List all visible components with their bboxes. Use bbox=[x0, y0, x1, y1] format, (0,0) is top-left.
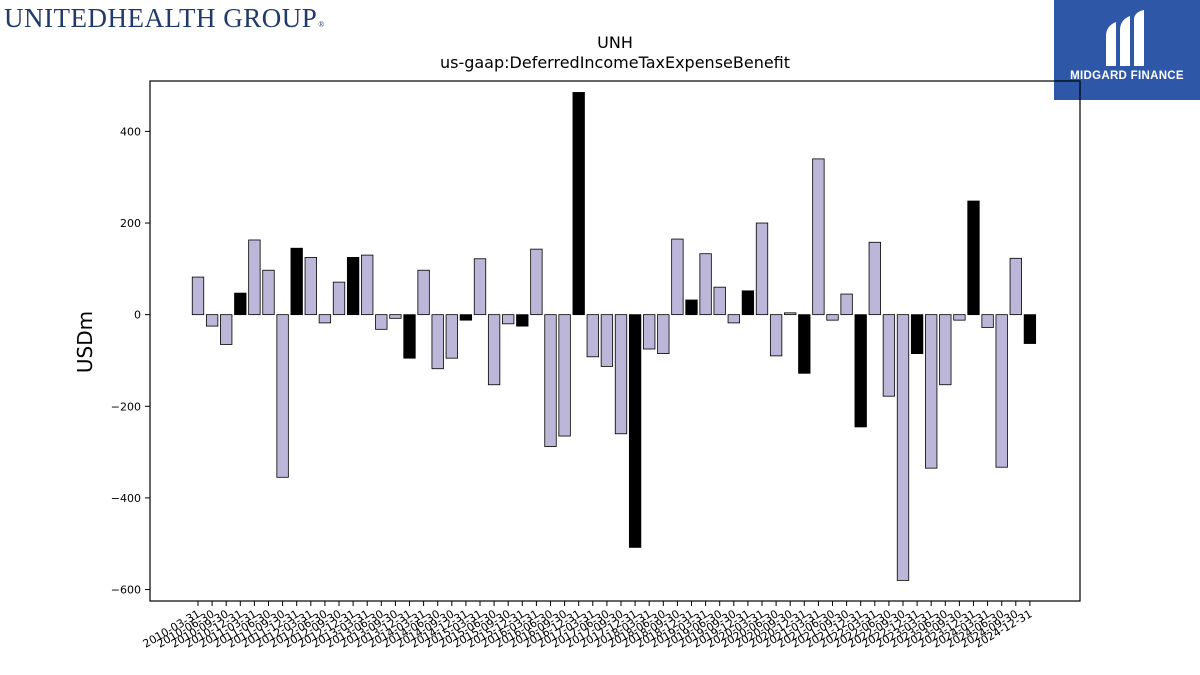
chart-subtitle: us-gaap:DeferredIncomeTaxExpenseBenefit bbox=[440, 53, 790, 72]
chart-title: UNH bbox=[597, 33, 633, 52]
y-tick-label: −400 bbox=[111, 492, 141, 505]
bar-2012-03-31 bbox=[304, 256, 317, 316]
bar-2024-12-31 bbox=[1023, 314, 1037, 344]
bar-2010-03-31 bbox=[191, 276, 205, 316]
bar-2011-09-30 bbox=[276, 314, 289, 478]
bar-2023-03-31 bbox=[925, 314, 938, 469]
bar-2024-03-31 bbox=[981, 314, 994, 328]
bar-2015-06-30 bbox=[487, 314, 501, 386]
bar-2010-12-31 bbox=[234, 292, 247, 316]
bar-2023-12-31 bbox=[967, 200, 980, 316]
bar-2018-09-30 bbox=[671, 238, 684, 316]
bar-2020-12-31 bbox=[798, 314, 811, 374]
bar-2010-09-30 bbox=[220, 314, 233, 345]
bar-2018-12-31 bbox=[685, 299, 698, 316]
y-axis-label: USDm bbox=[73, 311, 97, 373]
bar-2013-09-30 bbox=[389, 314, 402, 319]
bar-2012-09-30 bbox=[332, 281, 346, 316]
midgard-finance-logo: MIDGARD FINANCE bbox=[1054, 0, 1200, 100]
bar-2022-12-31 bbox=[910, 314, 924, 354]
bar-2023-06-30 bbox=[939, 314, 952, 386]
bar-2010-06-30 bbox=[205, 314, 219, 327]
bar-2013-06-30 bbox=[375, 314, 388, 330]
bar-2021-12-31 bbox=[854, 314, 867, 428]
bar-2024-09-30 bbox=[1009, 257, 1022, 316]
x-axis: 2010-03-312010-06-302010-09-302010-12-31… bbox=[141, 601, 1034, 651]
bar-2023-09-30 bbox=[953, 314, 966, 321]
bar-2019-09-30 bbox=[727, 314, 740, 324]
logo-right-text: MIDGARD FINANCE bbox=[1070, 70, 1184, 82]
bar-2013-03-31 bbox=[361, 254, 374, 316]
bar-2014-12-31 bbox=[459, 314, 473, 321]
bar-2011-03-31 bbox=[248, 239, 261, 316]
bar-2014-03-31 bbox=[417, 269, 430, 316]
bar-2017-06-30 bbox=[600, 314, 614, 367]
bar-2022-03-31 bbox=[868, 241, 881, 316]
y-tick-label: −200 bbox=[111, 400, 141, 413]
bar-2020-09-30 bbox=[784, 312, 797, 316]
y-tick-label: 400 bbox=[120, 125, 141, 138]
midgard-m-icon bbox=[1106, 10, 1144, 66]
bar-2015-09-30 bbox=[502, 314, 515, 325]
bar-2016-06-30 bbox=[544, 314, 557, 448]
bar-2024-06-30 bbox=[995, 314, 1008, 468]
bar-2017-03-31 bbox=[586, 314, 599, 358]
bar-2022-06-30 bbox=[882, 314, 896, 397]
y-tick-label: 200 bbox=[120, 217, 141, 230]
bars-group bbox=[191, 92, 1037, 581]
plot-frame bbox=[149, 80, 1081, 602]
bar-2021-06-30 bbox=[826, 314, 839, 321]
bar-2011-12-31 bbox=[290, 247, 303, 316]
bar-2016-12-31 bbox=[572, 92, 585, 316]
y-tick-label: 0 bbox=[134, 309, 141, 322]
bar-2021-09-30 bbox=[840, 293, 853, 316]
y-tick-label: −600 bbox=[111, 584, 141, 597]
bar-2020-06-30 bbox=[769, 314, 783, 357]
bar-2015-03-31 bbox=[473, 258, 487, 316]
bar-2013-12-31 bbox=[403, 314, 416, 359]
bar-2019-03-31 bbox=[699, 253, 712, 316]
bar-2020-03-31 bbox=[755, 222, 769, 316]
unitedhealth-group-logo: UNITEDHEALTH GROUP ® bbox=[4, 3, 325, 33]
bar-2014-09-30 bbox=[445, 314, 458, 359]
logo-left-mark: ® bbox=[318, 20, 325, 29]
logo-left-text: UNITEDHEALTH GROUP bbox=[4, 3, 318, 33]
bar-2012-12-31 bbox=[346, 256, 360, 316]
y-axis: −600 −400 −200 0 200 400 bbox=[111, 125, 150, 597]
bar-2019-06-30 bbox=[713, 286, 726, 316]
bar-2017-12-31 bbox=[628, 314, 642, 548]
bar-2011-06-30 bbox=[262, 269, 275, 316]
bar-2016-09-30 bbox=[558, 314, 571, 437]
bar-2014-06-30 bbox=[431, 314, 444, 370]
bar-2022-09-30 bbox=[896, 314, 910, 581]
bar-2021-03-31 bbox=[812, 158, 825, 316]
bar-2017-09-30 bbox=[614, 314, 628, 435]
bar-2019-12-31 bbox=[741, 290, 755, 316]
bar-2015-12-31 bbox=[516, 314, 529, 327]
bar-2016-03-31 bbox=[530, 248, 543, 316]
bar-2018-03-31 bbox=[643, 314, 656, 350]
bar-2018-06-30 bbox=[657, 314, 670, 354]
bar-2012-06-30 bbox=[318, 314, 332, 324]
